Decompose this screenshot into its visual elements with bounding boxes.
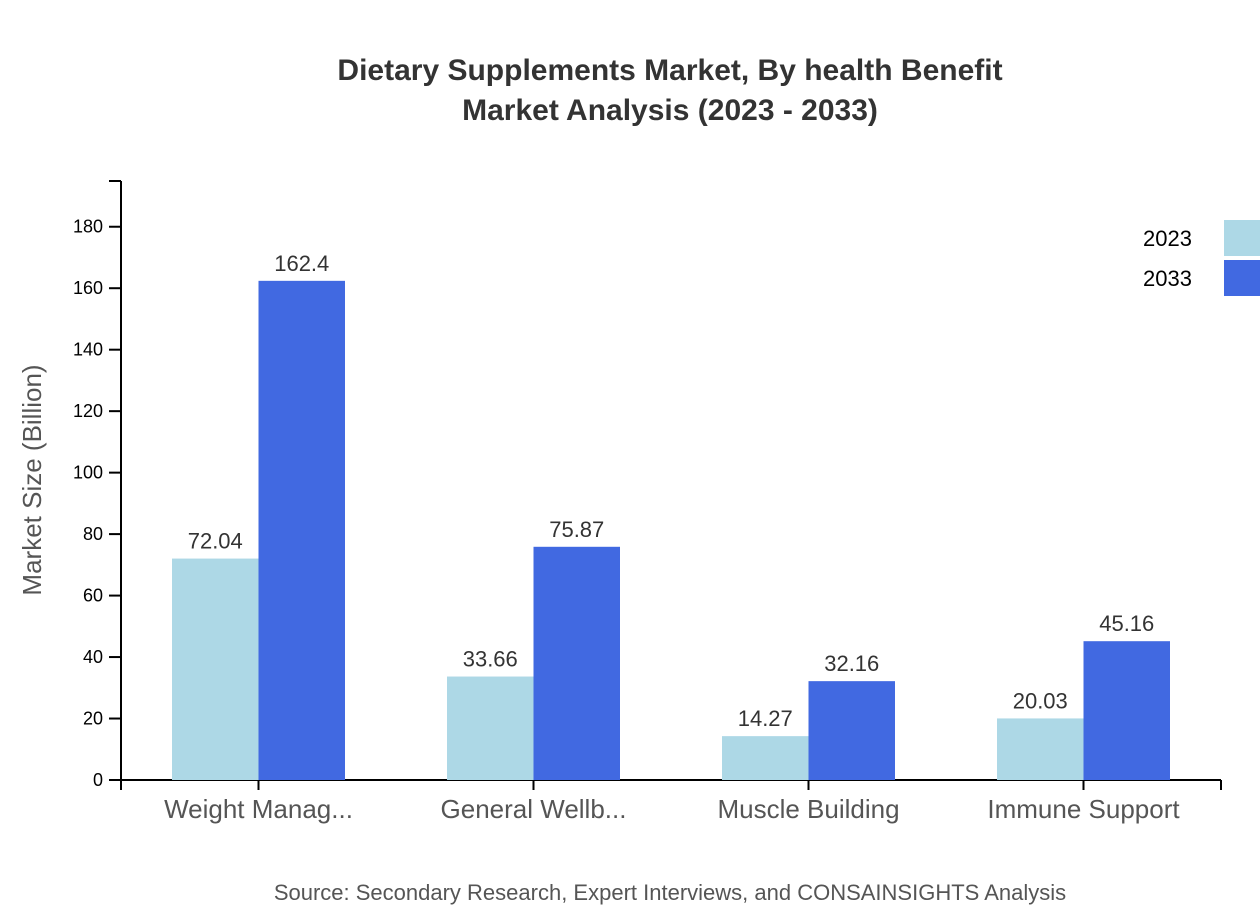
legend-label: 2033 (1143, 266, 1192, 291)
y-tick-label: 40 (83, 647, 103, 667)
legend-label: 2023 (1143, 226, 1192, 251)
bar-2033 (533, 546, 620, 780)
x-tick-label: Muscle Building (717, 794, 899, 824)
y-tick-label: 20 (83, 709, 103, 729)
bar-2023 (722, 736, 809, 780)
x-tick-label: Weight Manag... (164, 794, 353, 824)
y-tick-label: 0 (93, 770, 103, 790)
bar-2023 (997, 718, 1084, 780)
bar-2023 (172, 558, 259, 780)
chart-title: Dietary Supplements Market, By health Be… (337, 54, 1002, 87)
data-label: 33.66 (463, 647, 518, 672)
legend-swatch (1224, 260, 1260, 296)
data-label: 14.27 (738, 706, 793, 731)
data-label: 20.03 (1013, 688, 1068, 713)
y-tick-label: 60 (83, 586, 103, 606)
x-tick-label: Immune Support (987, 794, 1180, 824)
bar-2033 (1083, 641, 1170, 780)
chart-subtitle: Market Analysis (2023 - 2033) (462, 94, 878, 127)
data-label: 45.16 (1099, 611, 1154, 636)
legend-swatch (1224, 220, 1260, 256)
y-axis-label: Market Size (Billion) (17, 364, 47, 595)
data-label: 162.4 (274, 251, 329, 276)
data-label: 72.04 (188, 529, 243, 554)
source-note: Source: Secondary Research, Expert Inter… (274, 880, 1066, 905)
data-label: 32.16 (824, 651, 879, 676)
bar-2023 (447, 676, 534, 780)
y-tick-label: 180 (73, 217, 103, 237)
y-tick-label: 160 (73, 278, 103, 298)
y-tick-label: 120 (73, 401, 103, 421)
y-tick-label: 140 (73, 340, 103, 360)
bar-2033 (808, 681, 895, 780)
bar-2033 (258, 280, 345, 780)
x-tick-label: General Wellb... (441, 794, 627, 824)
data-label: 75.87 (549, 517, 604, 542)
y-tick-label: 100 (73, 463, 103, 483)
y-tick-label: 80 (83, 524, 103, 544)
